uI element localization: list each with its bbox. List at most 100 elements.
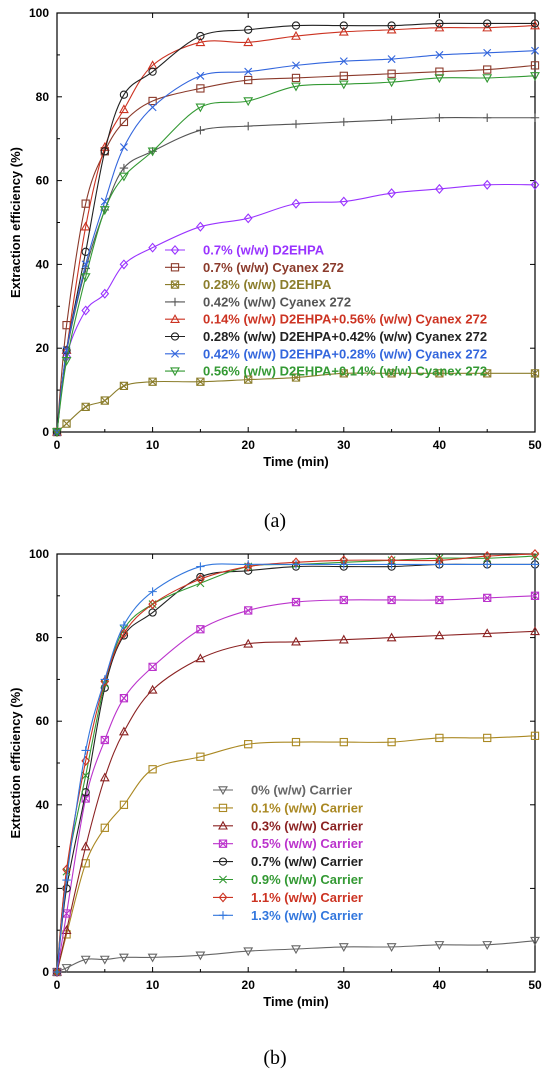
data-point [530,20,540,30]
y-tick-label-a: 60 [36,174,50,188]
data-point [291,119,301,129]
data-point [148,662,157,672]
y-tick-label-a: 20 [36,341,50,355]
legend-label: 0.7% (w/w) Carrier [251,854,363,869]
x-tick-label-a: 40 [433,438,447,452]
data-point [62,875,71,885]
data-point [338,80,349,90]
data-point [195,653,206,663]
data-point [118,726,129,736]
data-point [291,945,301,955]
legend-label: 0.28% (w/w) D2EHPA+0.42% (w/w) Cyanex 27… [203,329,487,344]
legend-entry: 0.28% (w/w) D2EHPA+0.42% (w/w) Cyanex 27… [165,329,487,344]
data-point [100,288,110,299]
data-point [483,593,492,603]
legend-marker [170,332,180,341]
legend-label: 0.7% (w/w) D2EHPA [203,243,325,258]
data-point [530,548,540,560]
data-point [100,147,109,156]
series-line [56,372,535,433]
data-point [148,67,157,76]
legend-marker [170,280,180,289]
legend-entry: 0.42% (w/w) D2EHPA+0.28% (w/w) Cyanex 27… [165,346,487,361]
data-point [196,572,205,582]
data-point [387,737,396,747]
legend-entry: 0.56% (w/w) D2EHPA+0.14% (w/w) Cyanex 27… [165,364,487,379]
data-point [195,37,206,47]
data-point [196,126,205,135]
data-point [387,69,396,78]
legend-label: 0.9% (w/w) Carrier [251,872,363,887]
data-point [119,117,129,127]
y-tick-label-b: 20 [36,881,50,895]
data-point [339,560,348,569]
legend-label: 0.28% (w/w) D2EHPA [203,277,332,292]
data-point [338,634,349,644]
series-b-0 [52,936,540,978]
data-point [483,369,492,378]
data-point [244,67,253,76]
legend-label: 0.5% (w/w) Carrier [251,836,363,851]
data-point [119,381,129,391]
data-point [244,75,253,85]
data-point [244,606,253,615]
y-tick-label-b: 80 [36,631,50,645]
data-point [434,22,445,32]
data-point [483,48,492,57]
legend-marker [218,857,228,866]
y-tick-label-b: 0 [42,965,49,979]
data-point [387,595,396,605]
panel-b-label: (b) [263,1047,286,1069]
data-point [530,72,540,81]
data-point [339,71,348,80]
data-point [148,599,157,610]
data-point [81,199,90,208]
data-point [435,369,444,378]
data-point [291,737,301,747]
data-point [80,955,91,965]
data-point [482,22,493,32]
data-point [291,198,301,209]
x-tick-label-a: 10 [146,438,160,452]
series-a-7 [52,72,540,438]
series-b-3 [52,591,540,977]
data-point [243,947,254,957]
panel-a: 0 10 20 30 40 50 0 20 40 60 80 100 Time (min) Extract… [8,6,542,469]
data-point [61,357,72,366]
data-point [483,560,492,569]
data-point [100,735,109,745]
data-point [148,377,157,386]
data-point [339,196,349,207]
data-point [147,684,158,694]
x-tick-label-a: 20 [242,438,256,452]
data-point [435,560,444,569]
data-point [530,19,540,28]
data-point [530,626,540,636]
x-tick-label-b: 0 [54,978,61,992]
data-point [530,113,540,122]
data-point [196,221,205,232]
series-line [56,735,536,973]
data-point [339,595,348,605]
data-point [244,560,253,569]
data-point [483,65,492,74]
data-point [530,936,540,946]
legend-marker [170,314,180,323]
data-point [62,419,71,428]
data-point [482,74,493,84]
data-point [81,746,90,755]
x-tick-label-b: 50 [528,978,542,992]
data-point [196,625,205,634]
x-tick-label-b: 20 [242,978,256,992]
data-point [81,305,91,316]
data-point [148,96,157,106]
data-point [386,943,397,953]
data-point [99,772,110,782]
data-point [52,967,62,977]
y-tick-label-a: 0 [42,425,49,439]
legend-marker [171,349,179,358]
data-point [196,562,205,571]
y-tick-label-a: 40 [36,257,50,271]
data-point [100,396,109,405]
